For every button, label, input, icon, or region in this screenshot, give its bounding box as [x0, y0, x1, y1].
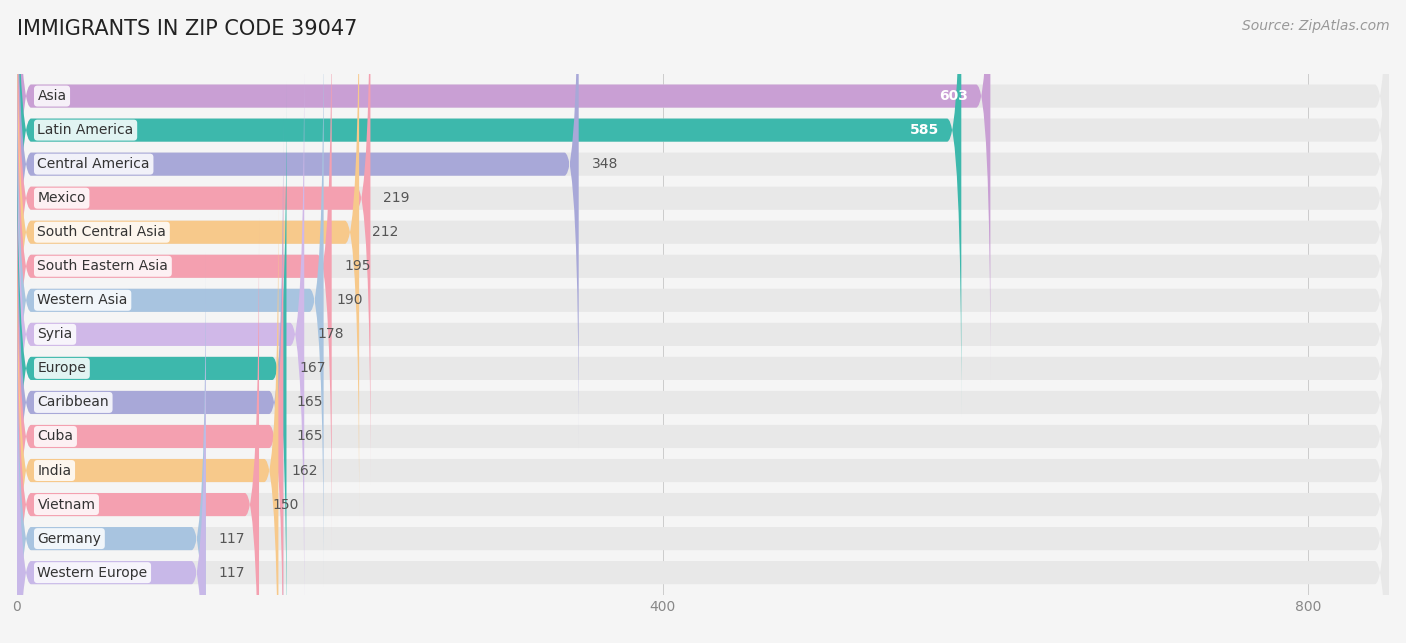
Text: Europe: Europe [38, 361, 86, 376]
Text: 195: 195 [344, 259, 371, 273]
Text: 117: 117 [219, 566, 245, 579]
Text: 165: 165 [297, 430, 322, 444]
Text: 162: 162 [291, 464, 318, 478]
FancyBboxPatch shape [17, 0, 1389, 553]
FancyBboxPatch shape [17, 0, 579, 451]
FancyBboxPatch shape [17, 286, 1389, 643]
FancyBboxPatch shape [17, 0, 1389, 519]
Text: Vietnam: Vietnam [38, 498, 96, 512]
FancyBboxPatch shape [17, 48, 1389, 620]
Text: 190: 190 [336, 293, 363, 307]
FancyBboxPatch shape [17, 218, 1389, 643]
Text: Source: ZipAtlas.com: Source: ZipAtlas.com [1241, 19, 1389, 33]
Text: Germany: Germany [38, 532, 101, 546]
FancyBboxPatch shape [17, 0, 359, 519]
FancyBboxPatch shape [17, 150, 1389, 643]
FancyBboxPatch shape [17, 0, 1389, 485]
FancyBboxPatch shape [17, 14, 1389, 587]
Text: South Eastern Asia: South Eastern Asia [38, 259, 169, 273]
FancyBboxPatch shape [17, 116, 283, 643]
Text: 219: 219 [384, 191, 409, 205]
Text: 150: 150 [271, 498, 298, 512]
Text: Caribbean: Caribbean [38, 395, 110, 410]
Text: 117: 117 [219, 532, 245, 546]
Text: IMMIGRANTS IN ZIP CODE 39047: IMMIGRANTS IN ZIP CODE 39047 [17, 19, 357, 39]
FancyBboxPatch shape [17, 0, 1389, 451]
FancyBboxPatch shape [17, 150, 283, 643]
FancyBboxPatch shape [17, 0, 1389, 417]
Text: 348: 348 [592, 157, 619, 171]
Text: India: India [38, 464, 72, 478]
FancyBboxPatch shape [17, 286, 205, 643]
FancyBboxPatch shape [17, 0, 1389, 383]
FancyBboxPatch shape [17, 0, 332, 553]
Text: Latin America: Latin America [38, 123, 134, 137]
Text: Syria: Syria [38, 327, 73, 341]
FancyBboxPatch shape [17, 0, 370, 485]
Text: Central America: Central America [38, 157, 150, 171]
Text: South Central Asia: South Central Asia [38, 225, 166, 239]
Text: 165: 165 [297, 395, 322, 410]
FancyBboxPatch shape [17, 82, 1389, 643]
FancyBboxPatch shape [17, 0, 990, 383]
FancyBboxPatch shape [17, 116, 1389, 643]
Text: Western Asia: Western Asia [38, 293, 128, 307]
FancyBboxPatch shape [17, 82, 287, 643]
Text: 603: 603 [939, 89, 969, 103]
FancyBboxPatch shape [17, 218, 259, 643]
Text: Cuba: Cuba [38, 430, 73, 444]
FancyBboxPatch shape [17, 14, 323, 587]
Text: Asia: Asia [38, 89, 66, 103]
FancyBboxPatch shape [17, 0, 962, 417]
FancyBboxPatch shape [17, 184, 278, 643]
Text: 167: 167 [299, 361, 326, 376]
FancyBboxPatch shape [17, 252, 205, 643]
Text: 212: 212 [373, 225, 398, 239]
Text: Western Europe: Western Europe [38, 566, 148, 579]
FancyBboxPatch shape [17, 48, 304, 620]
Text: 178: 178 [318, 327, 343, 341]
FancyBboxPatch shape [17, 184, 1389, 643]
FancyBboxPatch shape [17, 252, 1389, 643]
Text: Mexico: Mexico [38, 191, 86, 205]
Text: 585: 585 [910, 123, 939, 137]
